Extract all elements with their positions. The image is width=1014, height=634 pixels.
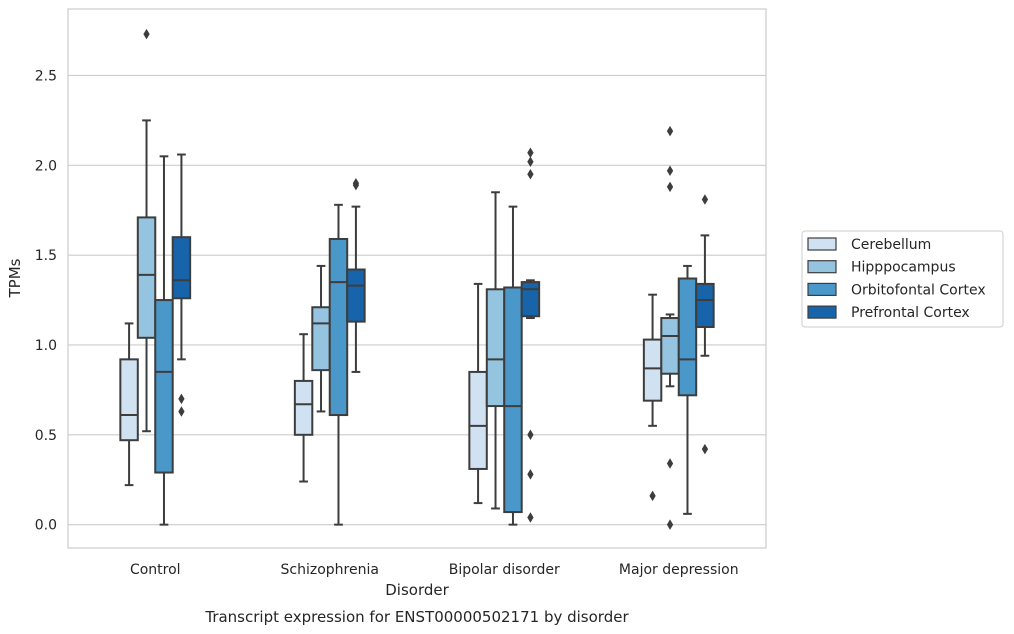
outlier-point — [527, 469, 534, 480]
outlier-point — [527, 169, 534, 180]
outlier-point — [527, 512, 534, 523]
box-group — [503, 205, 523, 526]
box-iqr — [642, 338, 663, 402]
outlier-point — [666, 181, 674, 193]
x-tick-label: Bipolar disorder — [449, 562, 560, 578]
box-iqr — [520, 281, 541, 318]
legend-swatch — [807, 237, 837, 251]
box-group — [136, 28, 157, 433]
box-marks — [119, 28, 715, 530]
legend-label: Cerebellum — [851, 237, 931, 253]
box-iqr — [503, 286, 523, 514]
box-group — [171, 153, 192, 417]
box-group — [520, 147, 541, 523]
box-group — [154, 155, 174, 526]
outlier-point — [701, 194, 709, 205]
box-group — [468, 282, 488, 505]
box-group — [485, 191, 506, 510]
y-tick-label: 2.0 — [35, 158, 57, 174]
outlier-point — [701, 443, 709, 455]
box-group — [293, 333, 314, 483]
box-iqr — [311, 306, 331, 372]
y-tick-label: 2.5 — [35, 68, 57, 84]
y-tick-label: 1.0 — [35, 338, 57, 354]
x-axis-ticks: Control Schizophrenia Bipolar disorder Majo… — [130, 562, 739, 578]
legend-label: Hipppocampus — [851, 260, 956, 276]
box-iqr — [695, 282, 715, 329]
outlier-point — [527, 147, 534, 158]
box-group — [695, 194, 715, 455]
box-iqr — [154, 299, 174, 474]
box-iqr — [119, 358, 139, 442]
legend-label: Prefrontal Cortex — [851, 305, 970, 321]
box-iqr — [136, 216, 157, 339]
box-iqr — [660, 317, 680, 375]
box-group — [346, 178, 366, 373]
outlier-point — [527, 156, 534, 167]
legend-frame — [801, 230, 1004, 328]
x-tick-label: Schizophrenia — [281, 562, 379, 578]
box-group — [677, 264, 698, 515]
y-tick-label: 0.0 — [35, 518, 57, 534]
outlier-point — [666, 125, 674, 137]
box-group — [119, 322, 139, 487]
outlier-point — [178, 406, 185, 417]
chart-caption: Transcript expression for ENST0000050217… — [204, 608, 629, 626]
x-tick-label: Control — [130, 562, 181, 578]
box-iqr — [171, 236, 192, 300]
box-iqr — [346, 268, 366, 323]
outlier-point — [178, 393, 185, 405]
box-group — [311, 264, 331, 413]
outlier-point — [352, 178, 360, 189]
plot-frame — [67, 8, 767, 549]
y-tick-label: 0.5 — [35, 428, 57, 444]
outlier-point — [143, 28, 150, 40]
box-iqr — [485, 288, 506, 408]
box-group — [328, 203, 349, 526]
legend-swatch — [807, 305, 837, 319]
y-axis-label: TPMs — [6, 258, 24, 298]
x-axis-label: Disorder — [385, 581, 449, 599]
box-iqr — [293, 379, 314, 436]
outlier-point — [527, 429, 534, 441]
outlier-point — [666, 458, 674, 469]
legend: Cerebellum Hipppocampus Orbitofontal Corte… — [801, 230, 1004, 328]
box-iqr — [468, 370, 488, 470]
box-iqr — [677, 277, 698, 397]
y-tick-label: 1.5 — [35, 248, 57, 264]
legend-swatch — [807, 282, 837, 296]
box-iqr — [328, 237, 349, 417]
outlier-point — [666, 519, 674, 530]
x-tick-label: Major depression — [619, 562, 739, 578]
outlier-point — [649, 490, 656, 502]
legend-label: Orbitofontal Cortex — [851, 282, 986, 298]
outlier-point — [666, 165, 674, 176]
box-group — [660, 125, 680, 530]
box-group — [642, 293, 663, 502]
legend-swatch — [807, 260, 837, 274]
y-axis-ticks: 0.0 0.5 1.0 1.5 2.0 2.5 — [35, 68, 57, 533]
